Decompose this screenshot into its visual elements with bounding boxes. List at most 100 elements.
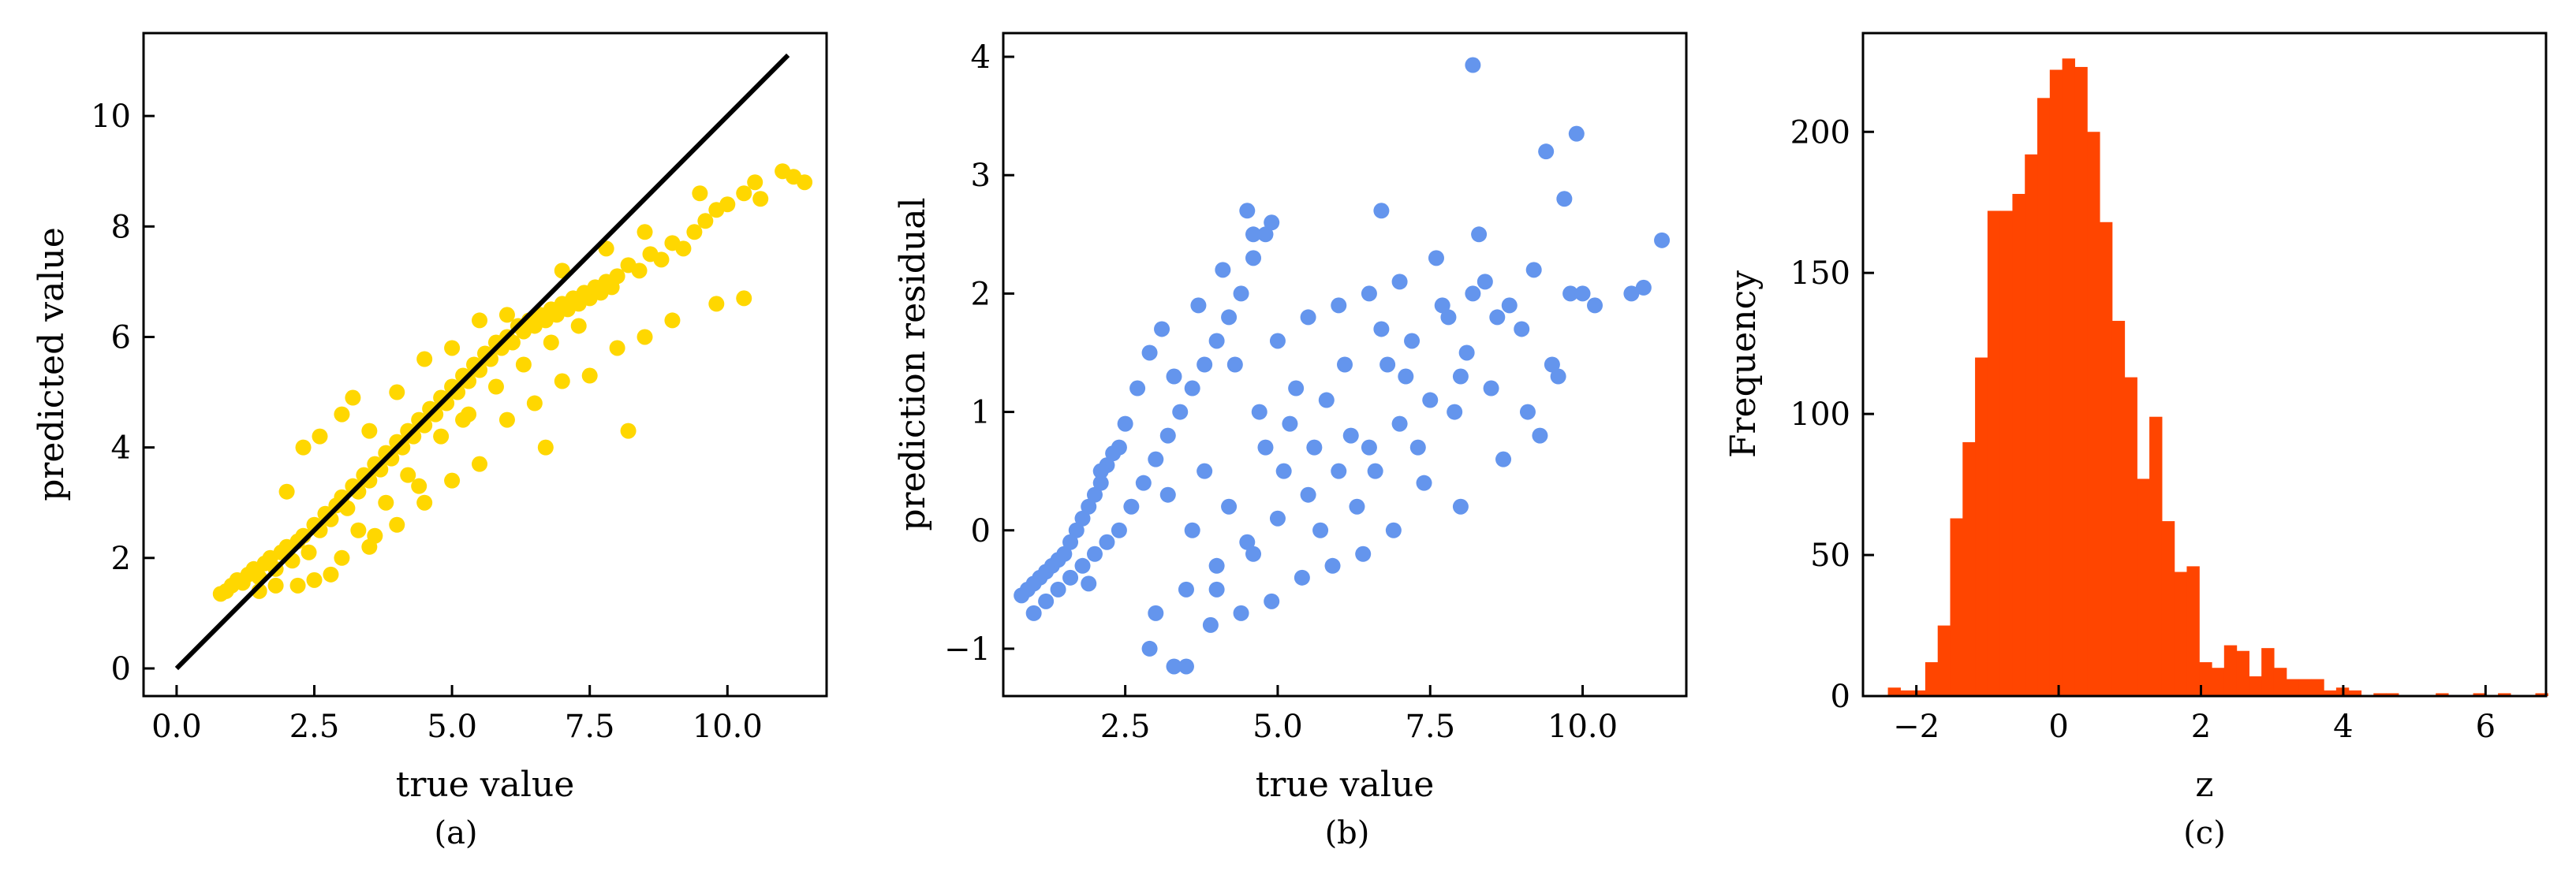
data-point: [719, 196, 736, 213]
data-point: [1538, 143, 1555, 160]
histogram-bar: [1887, 687, 1901, 696]
histogram-bar: [2473, 693, 2486, 696]
histogram-bar: [2236, 650, 2249, 696]
x-tick-label: 4: [2333, 709, 2353, 745]
y-tick-label: 0: [111, 651, 131, 687]
x-tick-label: 2.5: [1100, 709, 1151, 745]
panel-c-ticks: −2 0 2 4 6 0 50 100 150 200: [1790, 114, 2496, 745]
data-point: [1050, 581, 1066, 598]
data-point: [433, 428, 450, 445]
panel-a-frame: [142, 32, 828, 698]
histogram-bar: [1900, 690, 1913, 696]
x-tick-label: 10.0: [693, 709, 763, 745]
data-point: [411, 478, 427, 494]
panel-b-label: (b): [1325, 815, 1370, 851]
y-tick-label: 4: [111, 430, 131, 467]
data-point: [1312, 522, 1329, 538]
data-point: [1062, 534, 1079, 550]
data-point: [1190, 297, 1207, 314]
y-tick-label: 50: [1810, 538, 1850, 574]
data-point: [1300, 486, 1316, 503]
data-point: [416, 351, 433, 367]
y-tick-label: 10: [91, 99, 131, 135]
panel-b-frame: [1002, 32, 1688, 698]
data-point: [637, 329, 653, 345]
data-point: [1422, 392, 1439, 408]
panel-c-xlabel: z: [2195, 765, 2213, 805]
panel-b-points: [1014, 57, 1671, 675]
data-point: [1275, 463, 1292, 479]
data-point: [1562, 285, 1579, 302]
data-point: [1385, 522, 1402, 538]
y-tick-label: 0: [1831, 679, 1850, 715]
y-tick-label: 1: [971, 395, 991, 431]
panel-b-ylabel: prediction residual: [893, 197, 933, 531]
histogram-bar: [1937, 625, 1951, 696]
data-point: [1264, 214, 1280, 231]
data-point: [1233, 605, 1249, 621]
histogram-bar: [2049, 69, 2063, 696]
data-point: [1166, 658, 1182, 675]
data-point: [1391, 415, 1408, 432]
data-point: [1264, 593, 1280, 609]
y-tick-label: 4: [971, 39, 991, 76]
data-point: [1038, 593, 1055, 609]
data-point: [1471, 226, 1488, 243]
data-point: [1623, 285, 1640, 302]
histogram-bar: [2025, 154, 2038, 696]
data-point: [367, 527, 383, 544]
histogram-bar: [2111, 321, 2126, 696]
data-point: [1141, 640, 1158, 657]
histogram-bar: [2373, 693, 2387, 696]
data-point: [570, 318, 587, 334]
data-point: [1092, 475, 1109, 491]
data-point: [736, 185, 752, 202]
data-point: [1178, 658, 1194, 675]
data-point: [1251, 404, 1267, 420]
data-point: [1409, 439, 1426, 456]
data-point: [1331, 297, 1347, 314]
histogram-bar: [2386, 693, 2399, 696]
data-point: [1111, 439, 1127, 456]
data-point: [797, 174, 813, 191]
data-point: [1391, 274, 1408, 290]
data-point: [1428, 250, 1444, 266]
histogram-bar: [2099, 222, 2113, 696]
data-point: [345, 389, 361, 406]
y-tick-label: 3: [971, 158, 991, 194]
data-point: [1318, 392, 1335, 408]
data-point: [1532, 427, 1548, 444]
data-point: [1556, 191, 1573, 207]
data-point: [1099, 534, 1115, 550]
panel-c-label: (c): [2183, 815, 2226, 851]
data-point: [1233, 285, 1249, 302]
data-point: [708, 296, 725, 312]
data-point: [455, 411, 472, 428]
data-point: [1337, 356, 1353, 373]
data-point: [1025, 605, 1042, 621]
data-point: [1306, 439, 1323, 456]
data-point: [1221, 498, 1238, 515]
y-tick-label: 2: [111, 541, 131, 577]
data-point: [1404, 333, 1421, 349]
x-tick-label: 7.5: [565, 709, 615, 745]
data-point: [1355, 545, 1372, 562]
x-tick-label: 6: [2476, 709, 2496, 745]
data-point: [1269, 510, 1286, 527]
data-point: [1587, 297, 1603, 314]
data-point: [609, 340, 625, 356]
data-point: [1056, 545, 1073, 562]
data-point: [537, 439, 554, 456]
panel-c: −2 0 2 4 6 0 50 100 150 200 z Frequency (c): [1723, 32, 2548, 851]
data-point: [1245, 226, 1262, 243]
data-point: [1349, 498, 1365, 515]
data-point: [543, 334, 559, 351]
data-point: [1086, 545, 1103, 562]
histogram-bar: [2062, 58, 2075, 697]
data-point: [1288, 380, 1305, 397]
data-point: [1257, 439, 1274, 456]
data-point: [1081, 575, 1097, 592]
data-point: [1086, 486, 1103, 503]
data-point: [1654, 232, 1671, 248]
data-point: [1416, 475, 1432, 491]
